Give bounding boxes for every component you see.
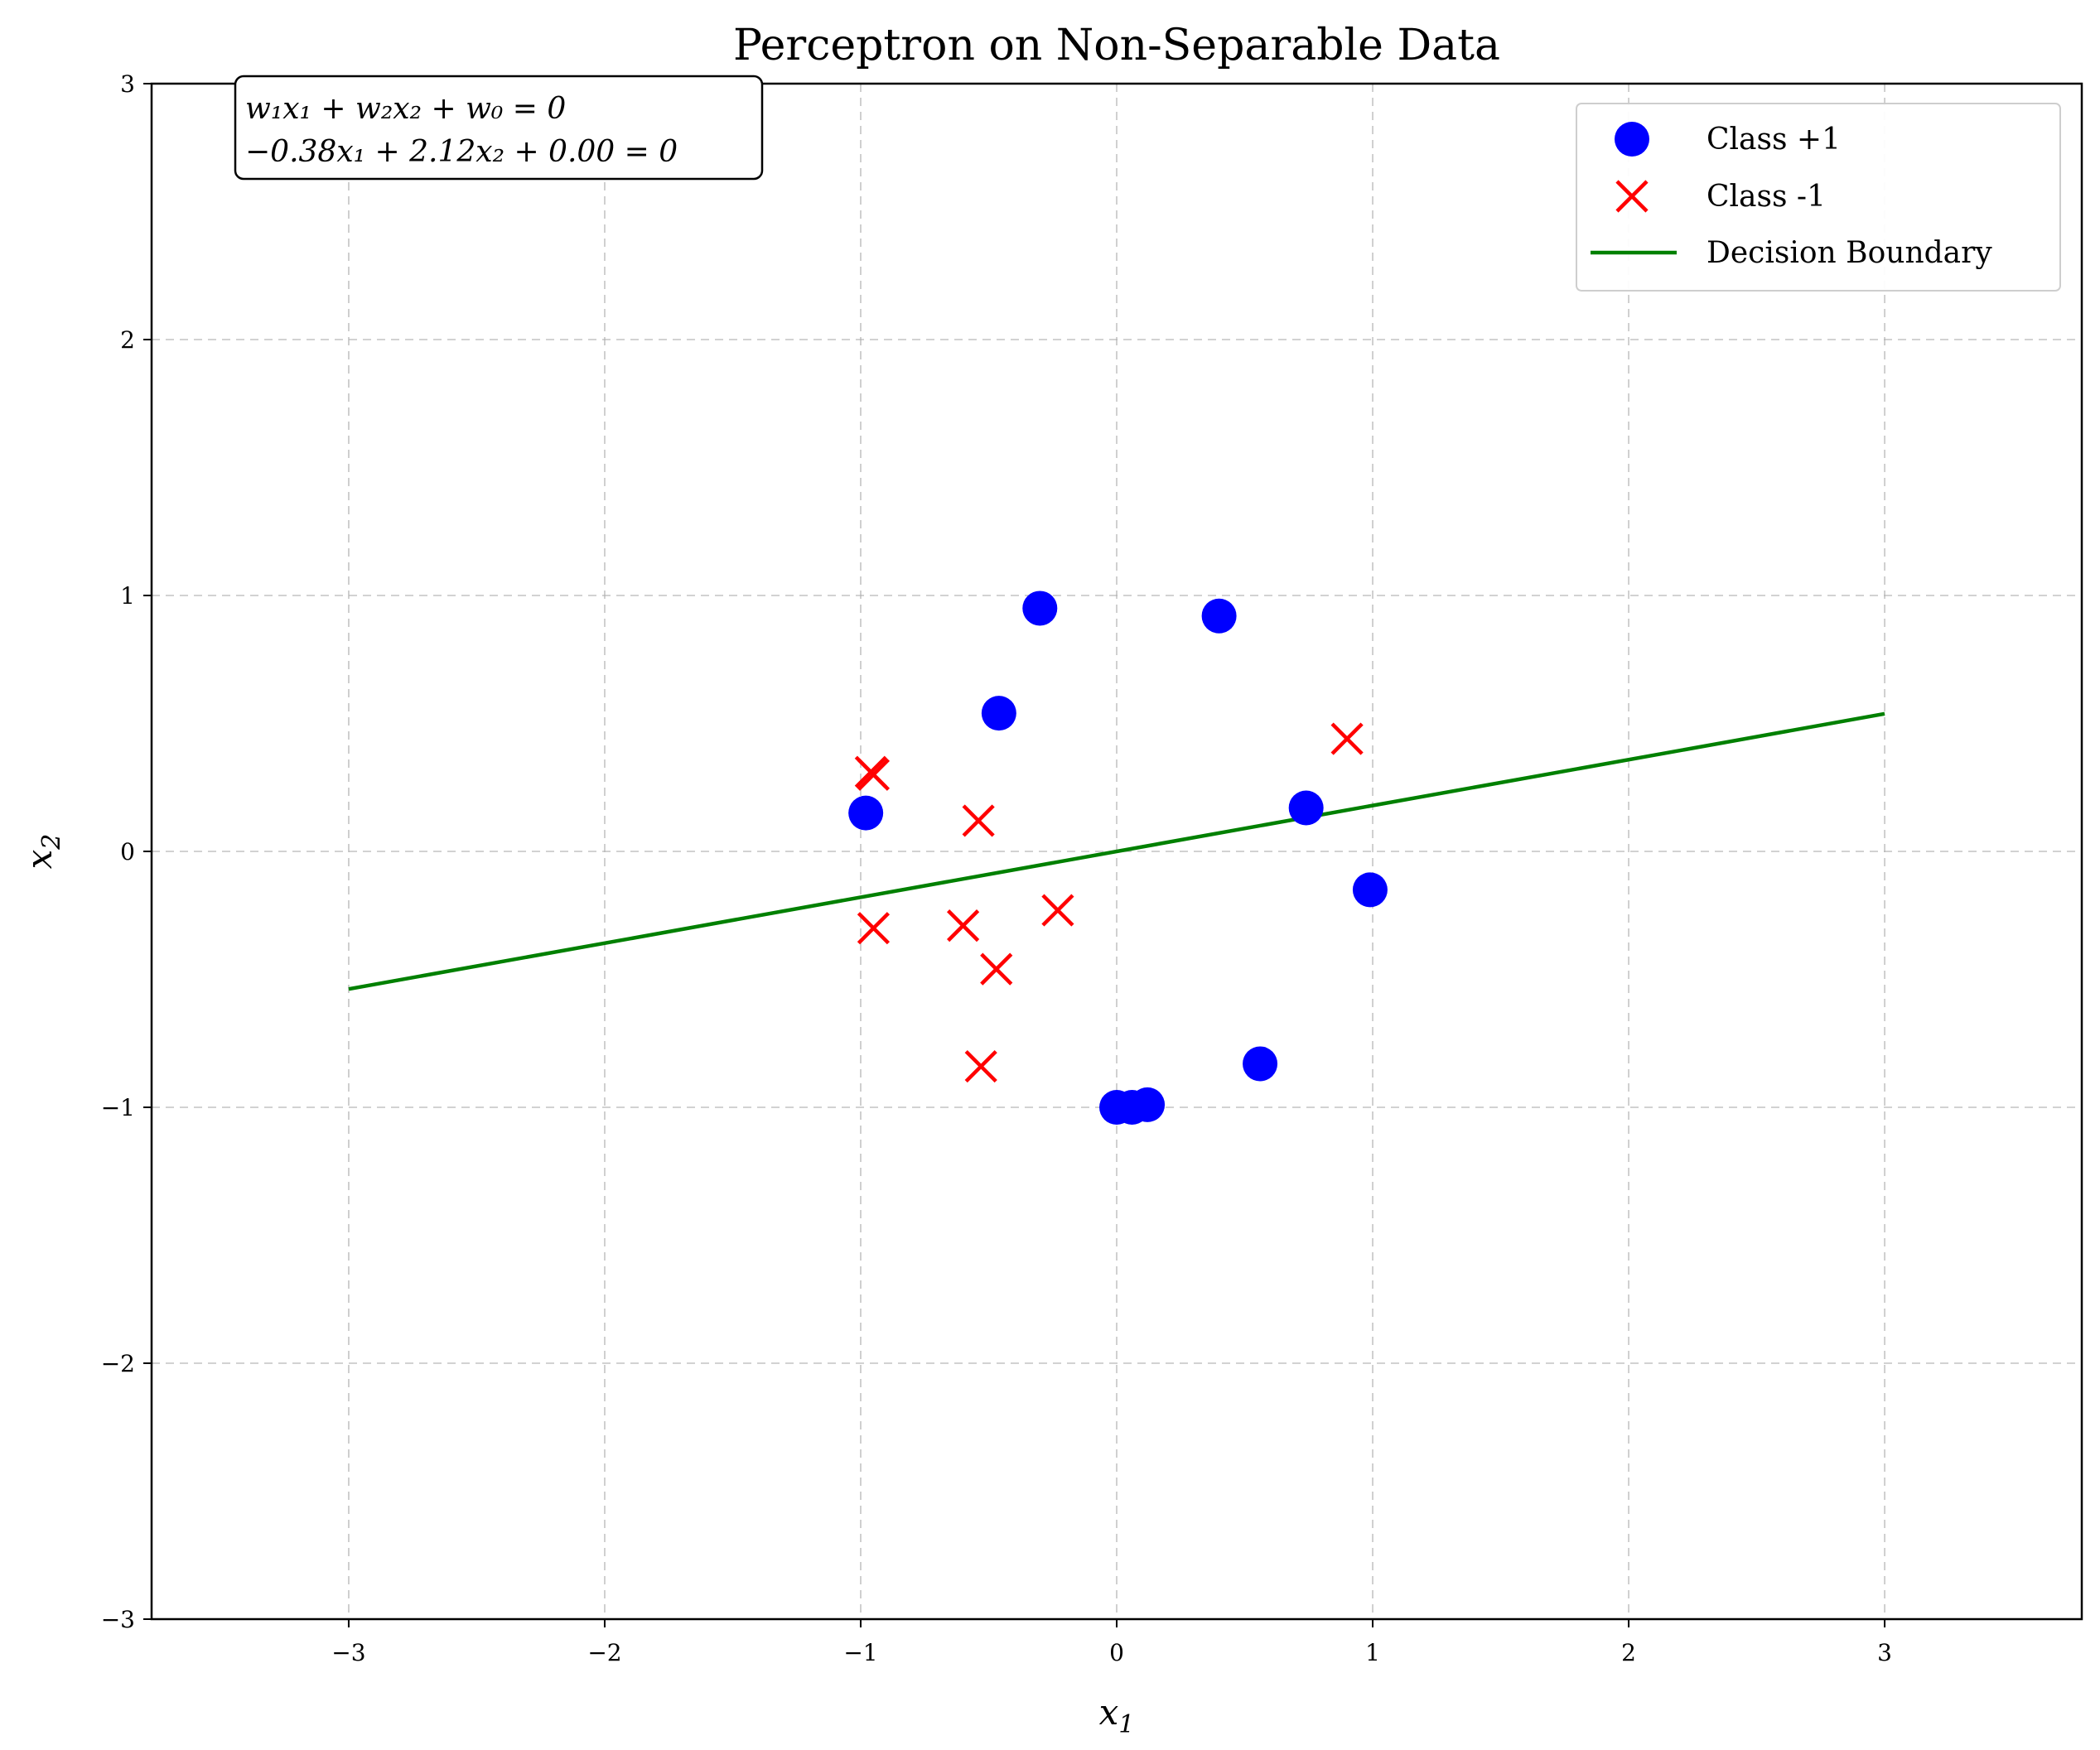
- class-pos-point: [1288, 790, 1324, 826]
- x-tick-label: 0: [1109, 1639, 1124, 1666]
- legend-label: Class +1: [1707, 123, 1841, 157]
- class-neg-point: [946, 909, 980, 942]
- axis-ticks: −3 −2 −1 0 1 2 3 −3 −2 −1 0 1 2 3: [101, 70, 1892, 1666]
- x-tick-label: 2: [1621, 1639, 1636, 1666]
- legend-marker-circle: [1615, 122, 1649, 157]
- decision-boundary-line: [348, 711, 1885, 991]
- class-neg-point: [857, 912, 891, 945]
- y-tick-label: 0: [120, 838, 135, 865]
- class-pos-point: [1352, 872, 1388, 908]
- class-neg-point: [857, 758, 891, 791]
- class-pos-point: [1201, 598, 1237, 634]
- equation-general: w₁x₁ + w₂x₂ + w₀ = 0: [245, 92, 566, 126]
- chart-title: Perceptron on Non-Separable Data: [733, 21, 1500, 70]
- data-points-layer: [848, 591, 1388, 1125]
- class-neg-point: [980, 952, 1013, 986]
- class-pos-point: [1022, 591, 1058, 626]
- legend-entry: Decision Boundary: [1591, 236, 1992, 270]
- y-tick-label: 1: [120, 582, 135, 610]
- class-pos-point: [848, 795, 884, 831]
- class-pos-point: [1130, 1087, 1166, 1122]
- legend-marker-x: [1615, 180, 1649, 213]
- x-axis-label: x1: [1099, 1692, 1135, 1739]
- x-tick-label: −2: [587, 1639, 621, 1666]
- class-neg-point: [964, 1049, 997, 1083]
- class-pos-point: [1243, 1046, 1278, 1082]
- y-tick-label: −2: [101, 1350, 135, 1377]
- legend-entry: Class -1: [1615, 180, 1826, 214]
- decision-boundary-layer: [348, 711, 1885, 991]
- legend-label: Decision Boundary: [1707, 236, 1992, 270]
- y-tick-label: −3: [101, 1606, 135, 1633]
- equation-box: w₁x₁ + w₂x₂ + w₀ = 0 −0.38x₁ + 2.12x₂ + …: [234, 75, 764, 181]
- legend-entry: Class +1: [1615, 122, 1841, 157]
- class-neg-point: [962, 804, 995, 837]
- legend: Class +1 Class -1 Decision Boundary: [1576, 103, 2061, 292]
- class-neg-point: [1041, 894, 1074, 927]
- y-tick-label: 2: [120, 326, 135, 354]
- legend-frame: [1576, 103, 2061, 292]
- class-pos-point: [981, 696, 1016, 731]
- equation-box-frame: [234, 75, 764, 181]
- y-tick-label: −1: [101, 1094, 135, 1121]
- legend-label: Class -1: [1707, 180, 1826, 214]
- equation-fitted: −0.38x₁ + 2.12x₂ + 0.00 = 0: [245, 135, 678, 169]
- y-tick-label: 3: [120, 70, 135, 98]
- y-axis-label: x2: [19, 834, 66, 870]
- x-tick-label: 3: [1877, 1639, 1892, 1666]
- x-tick-label: 1: [1365, 1639, 1380, 1666]
- class-neg-point: [1330, 722, 1364, 755]
- x-tick-label: −1: [843, 1639, 877, 1666]
- x-tick-label: −3: [331, 1639, 365, 1666]
